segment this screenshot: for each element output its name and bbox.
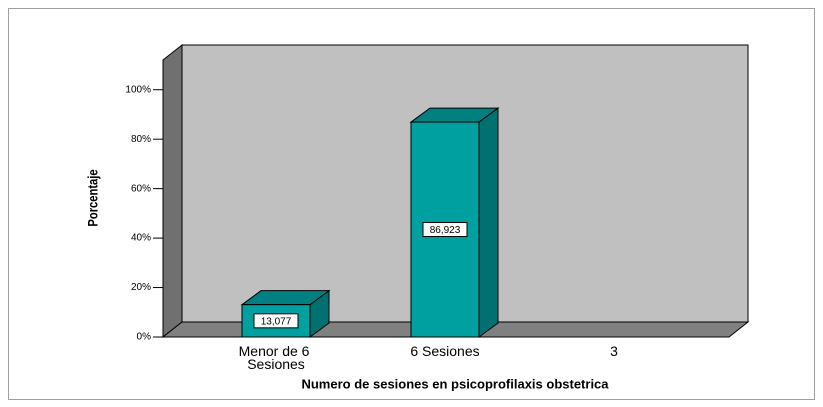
y-axis-title: Porcentaje — [86, 169, 101, 226]
y-tick-label: 40% — [131, 233, 151, 244]
x-axis-title: Numero de sesiones en psicoprofilaxis ob… — [301, 376, 609, 391]
value-label: 86,923 — [430, 225, 461, 236]
x-tick-label: 3 — [610, 343, 618, 359]
x-tick-label: Menor de 6 Sesiones — [239, 343, 314, 372]
value-label-box — [422, 222, 468, 238]
y-tick-label: 0% — [137, 332, 152, 343]
value-label: 13,077 — [261, 316, 292, 327]
y-tick-label: 80% — [131, 134, 151, 145]
bar — [241, 304, 311, 338]
y-tick-label: 100% — [125, 84, 151, 95]
y-tick-label: 20% — [131, 282, 151, 293]
y-tick-label: 60% — [131, 183, 151, 194]
left-wall — [162, 43, 183, 339]
x-tick-label: 6 Sesiones — [410, 343, 479, 359]
value-label-box — [253, 313, 299, 329]
bar-side — [478, 107, 499, 338]
